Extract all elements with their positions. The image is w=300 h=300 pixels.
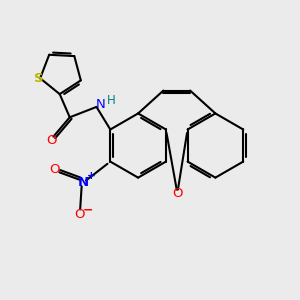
Text: H: H	[106, 94, 115, 107]
Text: N: N	[78, 176, 89, 189]
Text: S: S	[34, 72, 43, 85]
Text: +: +	[87, 171, 96, 181]
Text: O: O	[50, 163, 60, 176]
Text: N: N	[95, 98, 105, 111]
Text: O: O	[47, 134, 57, 147]
Text: O: O	[74, 208, 85, 221]
Text: −: −	[82, 203, 93, 217]
Text: O: O	[172, 187, 183, 200]
